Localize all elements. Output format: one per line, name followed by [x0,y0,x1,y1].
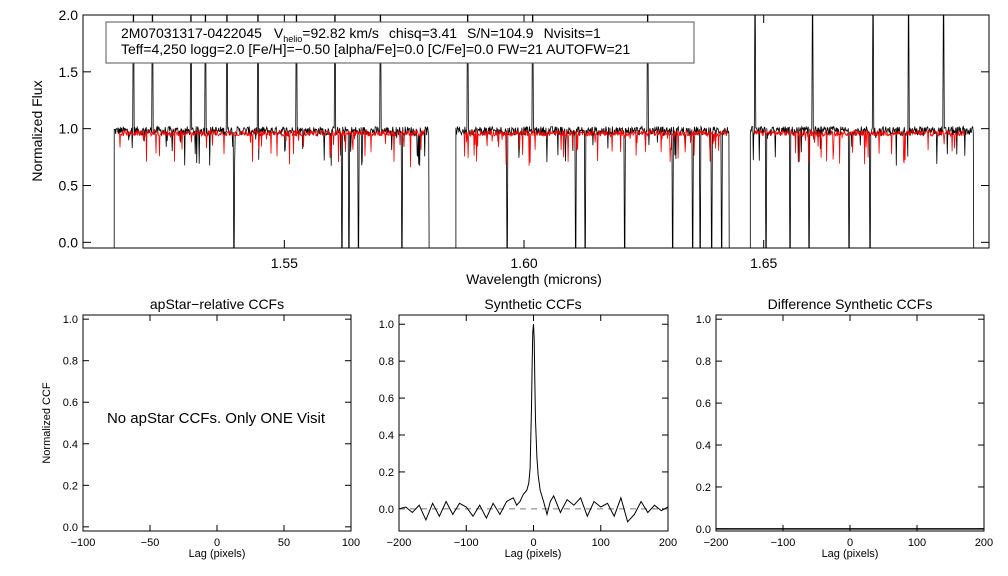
x-tick-label: 100 [592,537,610,549]
spectrum-plot-frame [82,14,990,249]
y-tick-label: 0.6 [63,397,78,409]
spectrum-y-axis-label: Normalized Flux [29,80,45,181]
apstar-ccf-x-axis-label: Lag (pixels) [189,548,246,560]
x-tick-label: 200 [975,537,993,549]
y-tick-label: 0.4 [696,440,711,452]
y-tick-label: 0.2 [696,482,711,494]
vhelio-value: =92.82 km/s [302,25,379,41]
y-tick-label: 1.0 [63,314,78,326]
synthetic-ccf-title: Synthetic CCFs [484,296,581,312]
vhelio-label: V [274,25,284,41]
x-tick-label: 0 [530,537,536,549]
chisq-value: chisq=3.41 [389,25,457,41]
stellar-parameters-line-1: 2M07031317-0422045 Vhelio=92.82 km/s chisq… [121,25,601,44]
x-tick-label: 100 [908,537,926,549]
x-tick-label: −200 [704,537,729,549]
synthetic-ccf-line [398,324,669,523]
observed-spectrum-segment [113,14,430,249]
difference-ccf-ticks: −200 −100 0 100 200 0.0 0.2 0.4 0.6 0.8 1.0 [696,314,993,549]
y-tick-label: 0.2 [63,480,78,492]
vhelio-subscript: helio [283,34,302,44]
apstar-ccf-title: apStar−relative CCFs [150,296,284,312]
x-tick-label: −100 [771,537,796,549]
y-tick-label: 1.0 [379,319,394,331]
x-tick-label: −100 [71,537,96,549]
synthetic-spectrum-segment [753,129,965,165]
observed-spectrum-segment [455,14,730,249]
spectrum-x-axis-label: Wavelength (microns) [466,271,602,287]
difference-ccf-plot-frame [715,314,985,532]
y-tick-label: 1.5 [59,64,79,80]
x-tick-label: 50 [278,537,290,549]
y-tick-label: 0.8 [379,356,394,368]
synthetic-ccf-x-axis-label: Lag (pixels) [505,548,562,560]
synthetic-spectrum-segment [118,128,426,168]
x-tick-label: 0 [214,537,220,549]
synthetic-ccf-ticks: −200 −100 0 100 200 0.0 0.2 0.4 0.6 0.8 1.0 [379,315,677,549]
y-tick-label: 0.0 [59,234,79,250]
spectrum-ticks: 1.55 1.60 1.65 0.0 0.5 1.0 1.5 2.0 [59,7,989,271]
y-tick-label: 0.4 [379,430,394,442]
x-tick-label: 1.60 [510,255,537,271]
synthetic-ccf-lines [398,324,669,523]
snr-value: S/N=104.9 [467,25,534,41]
nvisits-value: Nvisits=1 [544,25,601,41]
y-tick-label: 0.0 [696,524,711,536]
x-tick-label: 0 [847,537,853,549]
apstar-ccf-panel: −100 −50 0 50 100 0.0 0.2 0.4 0.6 0.8 1.0 apStar−r… [41,296,360,560]
y-tick-label: 0.6 [379,393,394,405]
synthetic-spectrum-line [118,128,965,168]
synthetic-ccf-panel: −200 −100 0 100 200 0.0 0.2 0.4 0.6 0.8 1.0 Synthe… [379,296,677,560]
y-tick-label: 0.8 [696,356,711,368]
spectrum-panel: 1.55 1.60 1.65 0.0 0.5 1.0 1.5 2.0 2M07031317-0… [29,7,990,287]
apstar-ccf-ticks: −100 −50 0 50 100 0.0 0.2 0.4 0.6 0.8 1.0 [63,314,360,549]
stellar-parameters-box [105,21,695,64]
no-apstar-ccf-note: No apStar CCFs. Only ONE Visit [107,410,326,427]
difference-ccf-panel: −200 −100 0 100 200 0.0 0.2 0.4 0.6 0.8 1.0 Differ… [696,296,993,560]
y-tick-label: 2.0 [59,7,79,23]
y-tick-label: 0.2 [379,467,394,479]
y-tick-label: 0.6 [696,398,711,410]
y-tick-label: 0.5 [59,177,79,193]
stellar-parameters-line-2: Teff=4,250 logg=2.0 [Fe/H]=−0.50 [alpha/… [121,41,630,57]
y-tick-label: 1.0 [59,121,79,137]
x-tick-label: −200 [387,537,412,549]
x-tick-label: 200 [659,537,677,549]
y-tick-label: 1.0 [696,314,711,326]
apstar-ccf-y-axis-label: Normalized CCF [41,382,53,464]
x-tick-label: 1.65 [750,255,777,271]
x-tick-label: −100 [454,537,479,549]
x-tick-label: −50 [141,537,160,549]
y-tick-label: 0.0 [63,522,78,534]
synthetic-spectrum-segment [463,129,728,166]
star-id: 2M07031317-0422045 [121,25,262,41]
synthetic-ccf-plot-frame [398,314,669,532]
difference-ccf-title: Difference Synthetic CCFs [768,296,933,312]
x-tick-label: 100 [342,537,360,549]
y-tick-label: 0.8 [63,356,78,368]
x-tick-label: 1.55 [271,255,298,271]
y-tick-label: 0.0 [379,504,394,516]
y-tick-label: 0.4 [63,439,78,451]
difference-ccf-x-axis-label: Lag (pixels) [822,548,879,560]
